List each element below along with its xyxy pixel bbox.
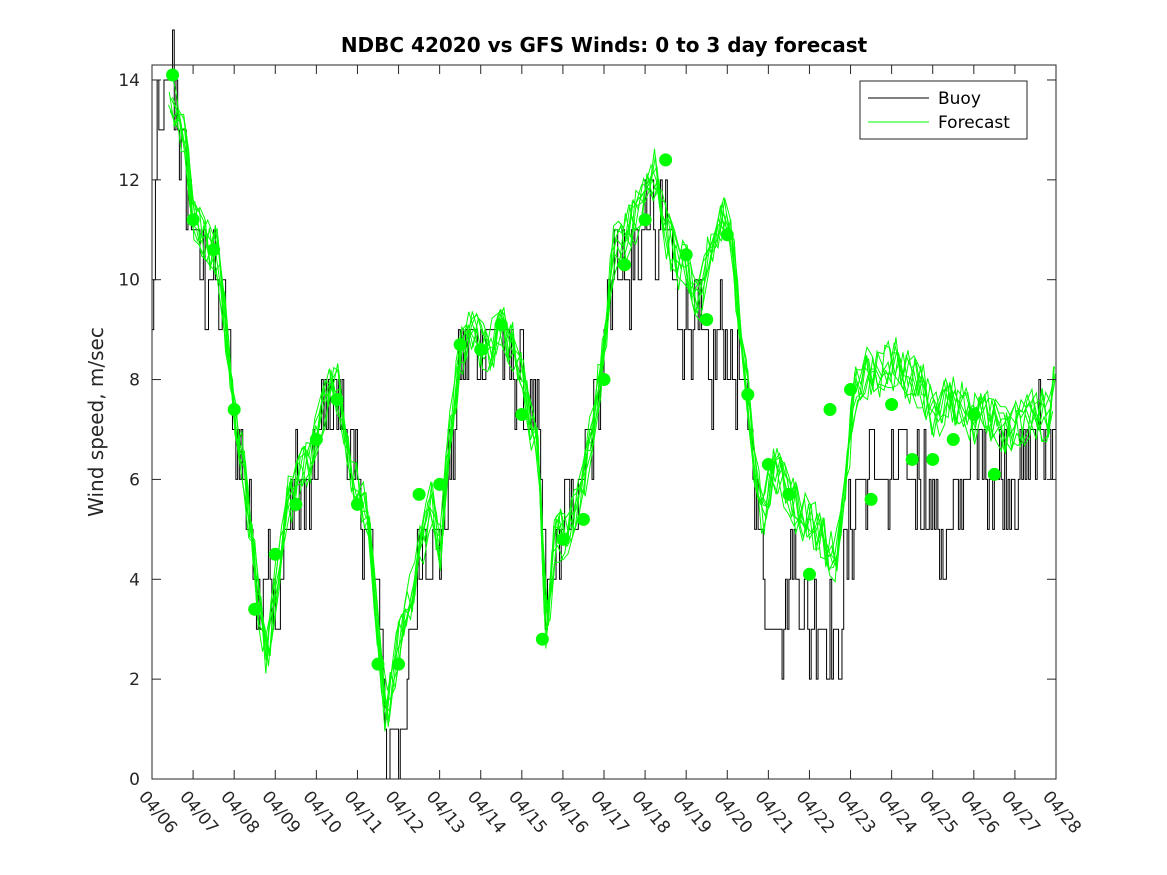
forecast-marker [515, 408, 529, 422]
forecast-marker [248, 602, 262, 616]
y-tick-label: 12 [118, 171, 140, 191]
forecast-marker [597, 373, 611, 387]
forecast-marker [638, 213, 652, 227]
forecast-marker [823, 403, 837, 417]
x-tick-label: 04/25 [915, 787, 962, 837]
x-tick-label: 04/15 [504, 787, 551, 837]
y-tick-label: 2 [129, 670, 140, 690]
forecast-marker [494, 318, 508, 332]
legend-forecast-label: Forecast [938, 113, 1010, 133]
y-tick-label: 6 [129, 470, 140, 490]
forecast-marker [761, 457, 775, 471]
forecast-marker [576, 512, 590, 526]
x-tick-label: 04/13 [422, 787, 469, 837]
forecast-line [173, 121, 1054, 701]
x-tick-label: 04/11 [340, 787, 387, 837]
x-tick-label: 04/16 [545, 787, 592, 837]
x-tick-label: 04/07 [175, 787, 222, 837]
x-tick-label: 04/09 [257, 787, 304, 837]
forecast-marker [905, 452, 919, 466]
forecast-marker [926, 452, 940, 466]
plot-area [152, 65, 1056, 779]
forecast-markers [166, 68, 1001, 671]
legend: Buoy Forecast [859, 80, 1028, 140]
y-tick-label: 14 [118, 71, 140, 91]
x-tick-label: 04/26 [956, 787, 1003, 837]
y-tick-label: 8 [129, 371, 140, 391]
x-tick-label: 04/23 [833, 787, 880, 837]
x-tick-label: 04/21 [751, 787, 798, 837]
forecast-marker [618, 258, 632, 272]
x-tick-label: 04/10 [299, 787, 346, 837]
forecast-marker [987, 467, 1001, 481]
forecast-line [170, 97, 1055, 720]
forecast-marker [946, 432, 960, 446]
forecast-marker [371, 657, 385, 671]
forecast-marker [844, 383, 858, 397]
forecast-marker [350, 497, 364, 511]
x-tick-label: 04/17 [586, 787, 633, 837]
forecast-line [172, 113, 1053, 722]
forecast-marker [741, 388, 755, 402]
y-tick-label: 10 [118, 271, 140, 291]
forecast-marker [186, 213, 200, 227]
chart-title: NDBC 42020 vs GFS Winds: 0 to 3 day fore… [341, 33, 868, 57]
x-tick-label: 04/19 [668, 787, 715, 837]
buoy-line [152, 29, 1057, 780]
forecast-marker [885, 398, 899, 412]
legend-box [859, 80, 1028, 140]
x-tick-label: 04/22 [792, 787, 839, 837]
y-axis-label: Wind speed, m/sec [84, 327, 108, 517]
x-tick-label: 04/18 [627, 787, 674, 837]
forecast-marker [802, 567, 816, 581]
legend-buoy-label: Buoy [938, 89, 981, 109]
forecast-marker [330, 393, 344, 407]
y-tick-label: 4 [129, 570, 140, 590]
buoy-series [152, 29, 1057, 780]
x-tick-label: 04/20 [709, 787, 756, 837]
forecast-marker [268, 547, 282, 561]
forecast-marker [227, 403, 241, 417]
x-tick-label: 04/12 [381, 787, 428, 837]
forecast-marker [474, 343, 488, 357]
forecast-marker [659, 153, 673, 167]
x-tick-label: 04/27 [997, 787, 1044, 837]
forecast-marker [207, 243, 221, 257]
forecast-marker [864, 492, 878, 506]
forecast-marker [700, 313, 714, 327]
forecast-marker [392, 657, 406, 671]
forecast-marker [556, 532, 570, 546]
forecast-marker [289, 497, 303, 511]
x-tick-label: 04/28 [1038, 787, 1085, 837]
forecast-marker [535, 632, 549, 646]
forecast-marker [453, 338, 467, 352]
forecast-marker [782, 487, 796, 501]
forecast-marker [679, 248, 693, 262]
y-tick-label: 0 [129, 770, 140, 790]
y-axis: 0 2 4 6 8 10 12 14 [118, 71, 1056, 790]
forecast-marker [433, 477, 447, 491]
x-tick-label: 04/06 [134, 787, 181, 837]
x-tick-label: 04/08 [216, 787, 263, 837]
x-tick-label: 04/24 [874, 787, 921, 837]
forecast-marker [166, 68, 180, 82]
forecast-marker [309, 432, 323, 446]
x-tick-label: 04/14 [463, 787, 510, 837]
forecast-marker [720, 228, 734, 242]
forecast-marker [412, 487, 426, 501]
forecast-marker [967, 408, 981, 422]
